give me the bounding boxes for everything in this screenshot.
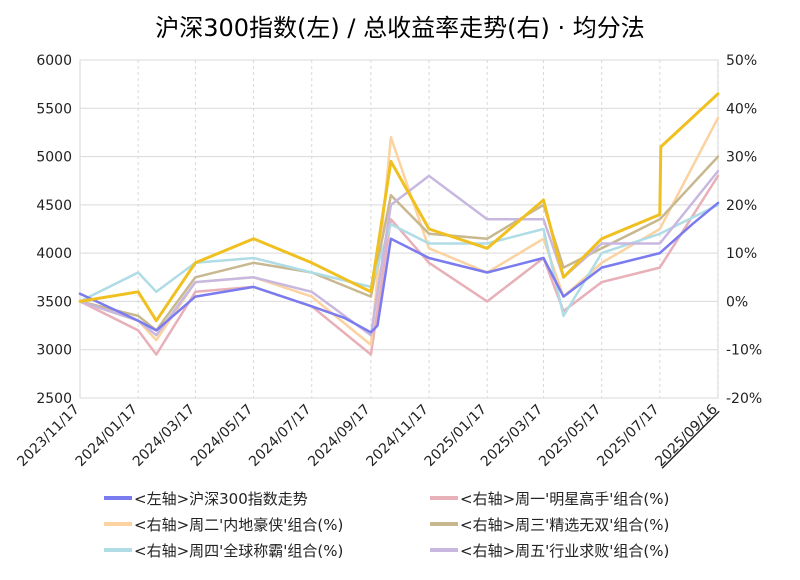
y-right-tick-label: 20% [726,198,757,214]
y-left-tick-label: 4500 [36,198,72,214]
y-left-tick-label: 3500 [36,294,72,310]
y-left-tick-label: 3000 [36,343,72,359]
y-left-tick-label: 5500 [36,101,72,117]
series-line-1 [78,174,720,356]
y-right-tick-label: 30% [726,150,757,166]
legend-label: <右轴>周三'精选无双'组合(%) [460,516,669,534]
y-right-tick-label: 40% [726,101,757,117]
y-left-tick-label: 5000 [36,150,72,166]
series-line-4 [78,203,720,318]
x-tick-label: 2025/09/16 [652,401,720,469]
y-left-tick-label: 4000 [36,246,72,262]
y-right-tick-label: 0% [726,294,748,310]
legend-label: <右轴>周四'全球称霸'组合(%) [134,542,343,560]
legend-label: <左轴>沪深300指数走势 [134,490,308,508]
series-line-0 [78,201,720,334]
y-left-tick-label: 2500 [36,391,72,407]
legend-label: <右轴>周一'明星高手'组合(%) [460,490,669,508]
y-right-tick-label: 10% [726,246,757,262]
series-line-6 [78,92,720,323]
legend-label: <右轴>周二'内地豪侠'组合(%) [134,516,343,534]
x-tick-label: 2024/07/17 [246,402,314,470]
legend-label: <右轴>周五'行业求败'组合(%) [460,542,669,560]
y-right-tick-label: -10% [726,343,762,359]
chart-title: 沪深300指数(左) / 总收益率走势(右) · 均分法 [155,14,645,42]
y-right-tick-label: -20% [726,391,762,407]
series-layer [78,92,720,356]
legend: <左轴>沪深300指数走势 <右轴>周一'明星高手'组合(%) <右轴>周二'内地豪… [104,490,669,560]
y-left-tick-label: 6000 [36,53,72,69]
y-right-tick-label: 50% [726,53,757,69]
